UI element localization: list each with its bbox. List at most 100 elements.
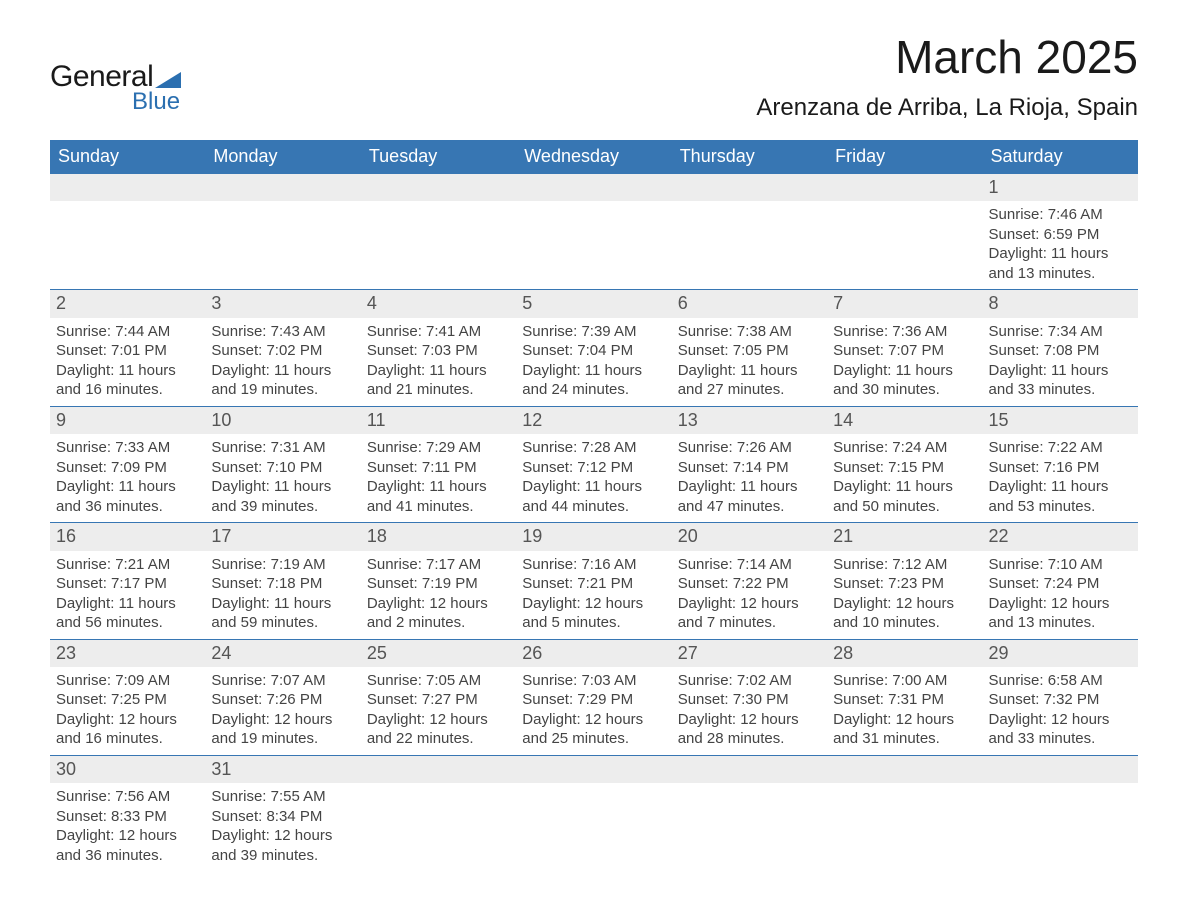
day-number: 9 <box>50 407 205 434</box>
location-text: Arenzana de Arriba, La Rioja, Spain <box>756 94 1138 122</box>
dl2-text: and 16 minutes. <box>56 729 199 749</box>
day-body: Sunrise: 7:26 AMSunset: 7:14 PMDaylight:… <box>672 434 827 522</box>
dl1-text: Daylight: 12 hours <box>522 710 665 730</box>
dl1-text: Daylight: 11 hours <box>211 594 354 614</box>
logo: General Blue <box>50 60 181 116</box>
dl2-text: and 59 minutes. <box>211 613 354 633</box>
calendar-cell <box>516 755 671 871</box>
day-number <box>361 174 516 201</box>
sunset-text: Sunset: 7:07 PM <box>833 341 976 361</box>
day-number: 14 <box>827 407 982 434</box>
dl2-text: and 19 minutes. <box>211 729 354 749</box>
dl2-text: and 33 minutes. <box>989 380 1132 400</box>
sunset-text: Sunset: 7:21 PM <box>522 574 665 594</box>
title-block: March 2025 Arenzana de Arriba, La Rioja,… <box>756 30 1138 122</box>
day-number: 18 <box>361 523 516 550</box>
sunrise-text: Sunrise: 7:29 AM <box>367 438 510 458</box>
calendar-cell <box>50 174 205 290</box>
day-body: Sunrise: 7:55 AMSunset: 8:34 PMDaylight:… <box>205 783 360 871</box>
day-body: Sunrise: 7:21 AMSunset: 7:17 PMDaylight:… <box>50 551 205 639</box>
calendar-cell <box>672 174 827 290</box>
calendar-cell: 19Sunrise: 7:16 AMSunset: 7:21 PMDayligh… <box>516 523 671 639</box>
calendar-cell: 6Sunrise: 7:38 AMSunset: 7:05 PMDaylight… <box>672 290 827 406</box>
day-number: 11 <box>361 407 516 434</box>
dl2-text: and 44 minutes. <box>522 497 665 517</box>
day-number <box>516 756 671 783</box>
calendar-cell <box>827 755 982 871</box>
sunrise-text: Sunrise: 7:00 AM <box>833 671 976 691</box>
calendar-cell: 7Sunrise: 7:36 AMSunset: 7:07 PMDaylight… <box>827 290 982 406</box>
sunset-text: Sunset: 7:01 PM <box>56 341 199 361</box>
sunrise-text: Sunrise: 7:36 AM <box>833 322 976 342</box>
day-body: Sunrise: 7:44 AMSunset: 7:01 PMDaylight:… <box>50 318 205 406</box>
dl2-text: and 7 minutes. <box>678 613 821 633</box>
sunset-text: Sunset: 7:26 PM <box>211 690 354 710</box>
dl1-text: Daylight: 11 hours <box>989 244 1132 264</box>
week-row: 30Sunrise: 7:56 AMSunset: 8:33 PMDayligh… <box>50 755 1138 871</box>
day-number <box>672 174 827 201</box>
week-row: 9Sunrise: 7:33 AMSunset: 7:09 PMDaylight… <box>50 406 1138 522</box>
dl1-text: Daylight: 12 hours <box>367 710 510 730</box>
sunset-text: Sunset: 7:09 PM <box>56 458 199 478</box>
sunrise-text: Sunrise: 7:43 AM <box>211 322 354 342</box>
calendar-cell: 3Sunrise: 7:43 AMSunset: 7:02 PMDaylight… <box>205 290 360 406</box>
sunset-text: Sunset: 7:04 PM <box>522 341 665 361</box>
day-body: Sunrise: 7:46 AMSunset: 6:59 PMDaylight:… <box>983 201 1138 289</box>
day-header: Thursday <box>672 140 827 174</box>
calendar-cell: 1Sunrise: 7:46 AMSunset: 6:59 PMDaylight… <box>983 174 1138 290</box>
sunrise-text: Sunrise: 7:19 AM <box>211 555 354 575</box>
dl1-text: Daylight: 12 hours <box>989 594 1132 614</box>
day-body: Sunrise: 6:58 AMSunset: 7:32 PMDaylight:… <box>983 667 1138 755</box>
day-body: Sunrise: 7:03 AMSunset: 7:29 PMDaylight:… <box>516 667 671 755</box>
calendar-cell: 15Sunrise: 7:22 AMSunset: 7:16 PMDayligh… <box>983 406 1138 522</box>
sunrise-text: Sunrise: 7:26 AM <box>678 438 821 458</box>
day-number: 29 <box>983 640 1138 667</box>
day-number: 20 <box>672 523 827 550</box>
sunrise-text: Sunrise: 7:02 AM <box>678 671 821 691</box>
sunset-text: Sunset: 7:10 PM <box>211 458 354 478</box>
day-body: Sunrise: 7:22 AMSunset: 7:16 PMDaylight:… <box>983 434 1138 522</box>
dl2-text: and 25 minutes. <box>522 729 665 749</box>
calendar-table: Sunday Monday Tuesday Wednesday Thursday… <box>50 140 1138 871</box>
day-number: 23 <box>50 640 205 667</box>
dl2-text: and 47 minutes. <box>678 497 821 517</box>
sunset-text: Sunset: 7:03 PM <box>367 341 510 361</box>
day-body: Sunrise: 7:24 AMSunset: 7:15 PMDaylight:… <box>827 434 982 522</box>
dl2-text: and 30 minutes. <box>833 380 976 400</box>
sunrise-text: Sunrise: 7:22 AM <box>989 438 1132 458</box>
day-number: 19 <box>516 523 671 550</box>
sunrise-text: Sunrise: 7:38 AM <box>678 322 821 342</box>
day-number: 3 <box>205 290 360 317</box>
day-body: Sunrise: 7:31 AMSunset: 7:10 PMDaylight:… <box>205 434 360 522</box>
logo-subtext: Blue <box>132 88 181 116</box>
dl2-text: and 13 minutes. <box>989 613 1132 633</box>
calendar-cell <box>983 755 1138 871</box>
calendar-cell <box>516 174 671 290</box>
sunrise-text: Sunrise: 7:10 AM <box>989 555 1132 575</box>
sunset-text: Sunset: 7:24 PM <box>989 574 1132 594</box>
dl2-text: and 22 minutes. <box>367 729 510 749</box>
sunset-text: Sunset: 6:59 PM <box>989 225 1132 245</box>
day-number: 5 <box>516 290 671 317</box>
day-body: Sunrise: 7:12 AMSunset: 7:23 PMDaylight:… <box>827 551 982 639</box>
sunrise-text: Sunrise: 7:28 AM <box>522 438 665 458</box>
sunset-text: Sunset: 7:05 PM <box>678 341 821 361</box>
logo-triangle-icon <box>155 72 181 88</box>
sunrise-text: Sunrise: 7:56 AM <box>56 787 199 807</box>
sunrise-text: Sunrise: 7:39 AM <box>522 322 665 342</box>
dl1-text: Daylight: 12 hours <box>367 594 510 614</box>
calendar-cell: 10Sunrise: 7:31 AMSunset: 7:10 PMDayligh… <box>205 406 360 522</box>
dl2-text: and 21 minutes. <box>367 380 510 400</box>
dl2-text: and 19 minutes. <box>211 380 354 400</box>
dl1-text: Daylight: 11 hours <box>678 361 821 381</box>
sunset-text: Sunset: 7:22 PM <box>678 574 821 594</box>
calendar-cell <box>361 755 516 871</box>
sunset-text: Sunset: 7:11 PM <box>367 458 510 478</box>
sunset-text: Sunset: 7:17 PM <box>56 574 199 594</box>
sunset-text: Sunset: 7:02 PM <box>211 341 354 361</box>
sunrise-text: Sunrise: 7:12 AM <box>833 555 976 575</box>
calendar-cell <box>361 174 516 290</box>
day-number: 4 <box>361 290 516 317</box>
day-number <box>827 756 982 783</box>
dl2-text: and 5 minutes. <box>522 613 665 633</box>
